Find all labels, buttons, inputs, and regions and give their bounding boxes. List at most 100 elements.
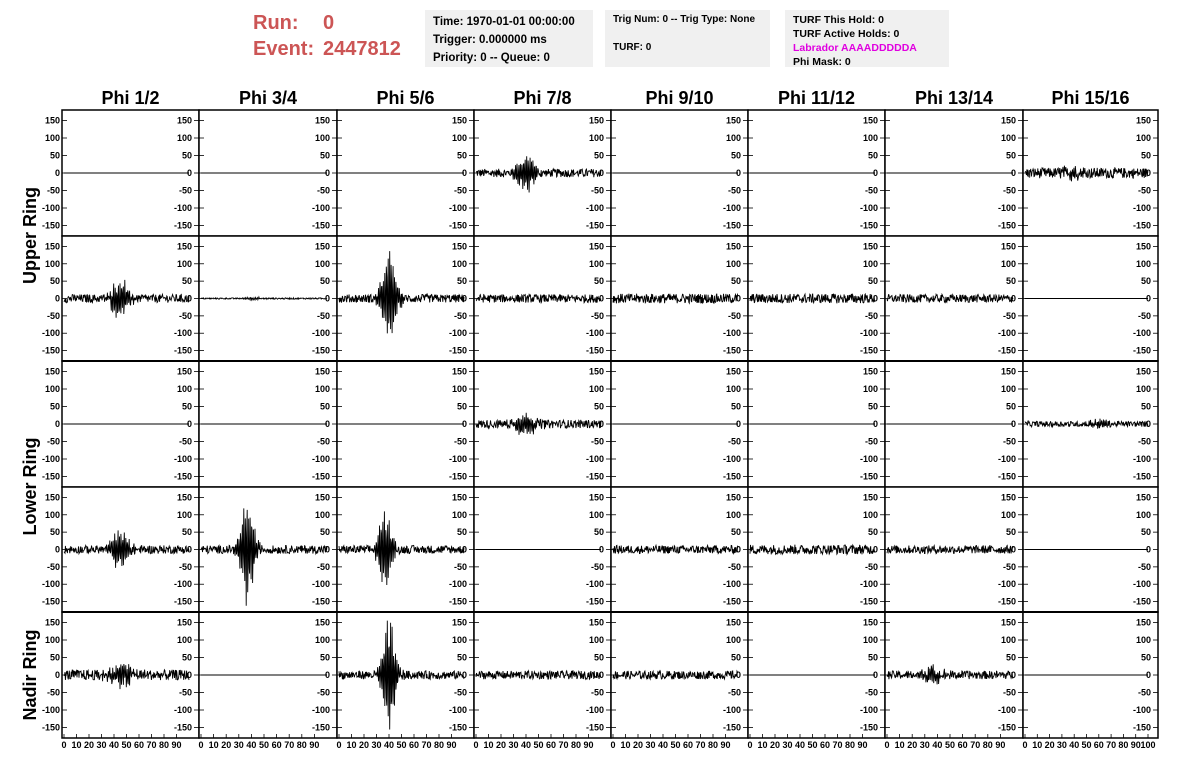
y-tick-label: -50 [179, 311, 192, 321]
y-tick-label: -100 [860, 705, 878, 715]
y-tick-label: 150 [589, 367, 604, 377]
y-tick-label: 50 [731, 276, 741, 286]
y-tick-label: 0 [599, 545, 604, 555]
y-tick-label: 50 [1006, 527, 1016, 537]
x-tick-label: 10 [895, 740, 905, 750]
y-tick-label: 50 [320, 527, 330, 537]
waveform-trace [63, 664, 190, 690]
y-tick-label: -100 [723, 705, 741, 715]
y-tick-label: -50 [179, 562, 192, 572]
y-tick-label: -150 [449, 597, 467, 607]
y-tick-label: -50 [317, 437, 330, 447]
waveform-trace [749, 543, 876, 556]
waveform-trace [338, 620, 465, 730]
y-tick-label: -50 [865, 437, 878, 447]
y-tick-label: 50 [182, 527, 192, 537]
x-tick-label: 70 [421, 740, 431, 750]
y-tick-label: -100 [860, 328, 878, 338]
row-label: Nadir Ring [20, 629, 40, 720]
waveform-trace [749, 292, 876, 305]
y-tick-label: -50 [591, 437, 604, 447]
y-tick-label: 150 [452, 241, 467, 251]
y-tick-label-left: 50 [50, 276, 60, 286]
y-tick-label: 50 [868, 402, 878, 412]
y-tick-label-left: 0 [55, 545, 60, 555]
y-tick-label: 50 [1006, 653, 1016, 663]
y-tick-label: -150 [174, 221, 192, 231]
y-tick-label: -100 [586, 203, 604, 213]
waveform-trace [1024, 418, 1149, 429]
y-tick-label: 100 [177, 259, 192, 269]
column-header: Phi 7/8 [513, 88, 571, 108]
y-tick-label-left: 0 [55, 670, 60, 680]
y-tick-label: 100 [1136, 510, 1151, 520]
y-tick-label: -50 [1138, 186, 1151, 196]
y-tick-label: 100 [452, 510, 467, 520]
x-tick-label: 0 [473, 740, 478, 750]
x-tick-label: 80 [845, 740, 855, 750]
x-tick-label: 50 [259, 740, 269, 750]
x-tick-label: 30 [508, 740, 518, 750]
waveform-trace [612, 543, 739, 555]
y-tick-label: 50 [731, 653, 741, 663]
y-tick-label: 150 [177, 618, 192, 628]
y-tick-label: -150 [860, 597, 878, 607]
y-tick-label: 0 [325, 670, 330, 680]
y-tick-label: 0 [873, 168, 878, 178]
y-tick-label: 100 [863, 384, 878, 394]
y-tick-label: -150 [174, 723, 192, 733]
y-tick-label: 0 [325, 168, 330, 178]
y-tick-label: 0 [325, 419, 330, 429]
y-tick-label: 150 [726, 116, 741, 126]
y-tick-label: -100 [860, 203, 878, 213]
y-tick-label: 150 [452, 116, 467, 126]
y-tick-label: 50 [1006, 276, 1016, 286]
x-tick-label: 30 [234, 740, 244, 750]
y-tick-label: 150 [863, 492, 878, 502]
y-tick-label: 150 [177, 492, 192, 502]
y-tick-label-left: 150 [45, 241, 60, 251]
y-tick-label: -50 [865, 562, 878, 572]
y-tick-label: -150 [1133, 346, 1151, 356]
y-tick-label: 0 [187, 294, 192, 304]
y-tick-label: 150 [315, 241, 330, 251]
y-tick-label: -150 [1133, 472, 1151, 482]
y-tick-label: 0 [187, 419, 192, 429]
run-label: Run: [253, 12, 299, 34]
y-tick-label: 100 [726, 259, 741, 269]
x-tick-label: 60 [409, 740, 419, 750]
y-tick-label: 150 [1001, 618, 1016, 628]
y-tick-label: 100 [589, 510, 604, 520]
y-tick-label: 150 [589, 116, 604, 126]
y-tick-label: 100 [315, 510, 330, 520]
x-tick-label: 40 [932, 740, 942, 750]
y-tick-label: 50 [731, 402, 741, 412]
y-tick-label: 0 [1146, 294, 1151, 304]
y-tick-label: 50 [457, 653, 467, 663]
y-tick-label: 0 [736, 294, 741, 304]
y-tick-label: 0 [1011, 670, 1016, 680]
y-tick-label-left: -100 [42, 579, 60, 589]
y-tick-label: -50 [454, 437, 467, 447]
x-tick-label: 30 [371, 740, 381, 750]
y-tick-label: 150 [1136, 116, 1151, 126]
y-tick-label: 100 [177, 384, 192, 394]
y-tick-label: 0 [462, 168, 467, 178]
y-tick-label: -100 [586, 328, 604, 338]
y-tick-label: 100 [589, 133, 604, 143]
event-label: Event: [253, 38, 315, 60]
y-tick-label: -100 [1133, 203, 1151, 213]
y-tick-label: 0 [736, 545, 741, 555]
waveform-trace [338, 251, 465, 334]
y-tick-label: 0 [187, 545, 192, 555]
y-tick-label: 100 [1001, 133, 1016, 143]
y-tick-label: 150 [726, 618, 741, 628]
y-tick-label: -150 [723, 346, 741, 356]
y-tick-label: 150 [177, 241, 192, 251]
y-tick-label-left: -150 [42, 472, 60, 482]
y-tick-label: 100 [177, 510, 192, 520]
y-tick-label: 100 [177, 133, 192, 143]
x-tick-label: 30 [645, 740, 655, 750]
y-tick-label-left: -50 [47, 688, 60, 698]
y-tick-label: 50 [1141, 402, 1151, 412]
